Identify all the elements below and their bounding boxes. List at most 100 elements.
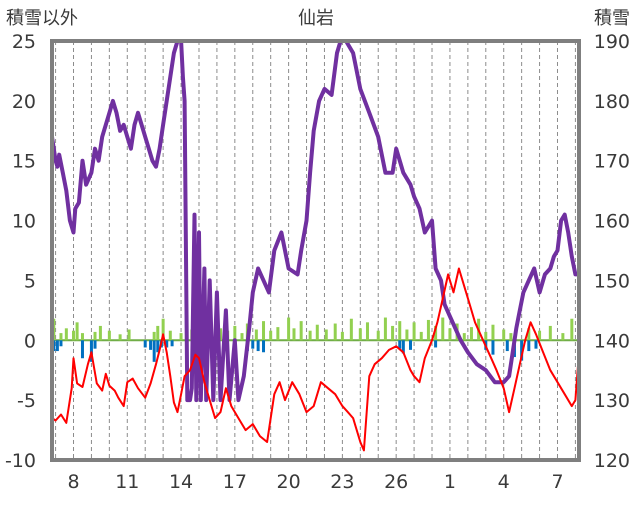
precipitation_green-bar-42 [398,321,402,341]
precipitation_green-bar-35 [340,331,344,341]
snow_depth-line [52,41,579,403]
left-tick-6: -5 [17,390,36,412]
precipitation_green-bar-2 [64,328,68,341]
precipitation_green-bar-39 [376,330,380,341]
right-tick-6: 130 [594,390,630,412]
precipitation_blue-bar-26 [527,340,531,352]
precipitation_blue-bar-11 [165,340,169,348]
precipitation_green-bar-31 [308,330,312,341]
precipitation_blue-bar-25 [520,340,524,361]
precipitation_green-bar-12 [156,325,160,341]
precipitation_green-bar-27 [276,327,280,341]
precipitation_blue-bar-17 [398,340,402,349]
plot-frame [50,39,581,462]
precipitation_green-bar-60 [548,325,552,341]
plot-layer [52,41,579,452]
right-tick-0: 190 [594,31,630,53]
precipitation_blue-bar-2 [59,340,63,347]
chart-title: 仙岩 [298,8,334,29]
precipitation_blue-bar-23 [505,340,509,352]
precipitation_green-bar-61 [561,333,565,341]
precipitation_green-bar-30 [299,321,303,341]
precipitation_green-bar-7 [98,325,102,341]
precipitation_green-bar-1 [59,333,63,341]
precipitation_blue-bar-19 [409,340,413,350]
precipitation_blue-bar-1 [55,340,59,352]
x-tick-3: 17 [223,471,247,493]
precipitation_blue-bar-14 [251,340,255,349]
precipitation_green-bar-44 [412,322,416,341]
precipitation_green-bar-19 [218,328,222,341]
precipitation_green-bar-62 [570,318,574,341]
precipitation_green-bar-15 [179,333,183,341]
precipitation_green-bar-52 [469,327,473,341]
x-tick-8: 4 [498,471,510,493]
right-axis-label: 積雪 [594,8,630,29]
x-tick-5: 23 [330,471,354,493]
precipitation_green-bar-49 [448,328,452,341]
precipitation_blue-bar-20 [434,340,438,348]
precipitation_green-bar-11 [152,331,156,341]
right-tick-1: 180 [594,91,630,113]
precipitation_green-bar-24 [254,329,258,341]
precipitation_blue-bar-12 [170,340,174,347]
precipitation_green-bar-5 [80,333,84,341]
temperature-line [52,267,579,452]
precipitation_blue-bar-7 [149,340,153,350]
right-tick-4: 150 [594,270,630,292]
right-tick-3: 160 [594,211,630,233]
precipitation_green-bar-4 [75,322,79,341]
right-tick-2: 170 [594,151,630,173]
left-tick-1: 20 [12,91,36,113]
precipitation_green-bar-58 [527,328,531,341]
left-tick-7: -10 [5,450,36,472]
left-tick-5: 0 [24,330,36,352]
precipitation_green-bar-38 [365,322,369,341]
precipitation_blue-bar-3 [80,340,84,359]
left-tick-4: 5 [24,270,36,292]
x-tick-1: 11 [115,471,139,493]
precipitation_green-bar-3 [72,330,76,341]
precipitation_green-bar-26 [269,330,273,341]
precipitation_green-bar-46 [426,319,430,341]
precipitation_green-bar-32 [315,324,319,341]
x-tick-9: 7 [551,471,563,493]
precipitation_blue-bar-27 [534,340,538,349]
precipitation_green-bar-10 [127,329,131,341]
left-axis-label: 積雪以外 [6,8,78,29]
precipitation_green-bar-40 [383,317,387,341]
precipitation_blue-bar-22 [491,340,495,355]
precipitation_blue-bar-5 [93,340,97,349]
left-tick-3: 10 [12,211,36,233]
precipitation_blue-bar-9 [156,340,160,353]
precipitation_blue-bar-6 [143,340,147,348]
right-tick-5: 140 [594,330,630,352]
precipitation_green-bar-57 [509,333,513,341]
precipitation_blue-bar-16 [262,340,266,353]
precipitation_green-bar-36 [349,318,353,341]
x-tick-6: 26 [384,471,408,493]
precipitation_green-bar-37 [358,328,362,341]
precipitation_blue-bar-18 [401,340,405,354]
right-tick-7: 120 [594,450,630,472]
precipitation_green-bar-41 [391,325,395,341]
x-tick-4: 20 [277,471,301,493]
precipitation_green-bar-6 [93,331,97,341]
precipitation_green-bar-33 [324,329,328,341]
precipitation_green-bar-47 [434,325,438,341]
precipitation_green-bar-51 [462,333,466,341]
left-tick-0: 25 [12,31,36,53]
x-tick-7: 1 [444,471,456,493]
precipitation_blue-bar-15 [256,340,260,352]
left-tick-2: 15 [12,151,36,173]
precipitation_green-bar-55 [491,324,495,341]
precipitation_blue-bar-8 [152,340,156,362]
precipitation_green-bar-29 [292,328,296,341]
precipitation_green-bar-13 [161,318,165,341]
precipitation_green-bar-34 [333,323,337,341]
precipitation_green-bar-56 [502,329,506,341]
x-tick-2: 14 [169,471,193,493]
precipitation_green-bar-22 [240,333,244,341]
precipitation_green-bar-14 [168,330,172,341]
